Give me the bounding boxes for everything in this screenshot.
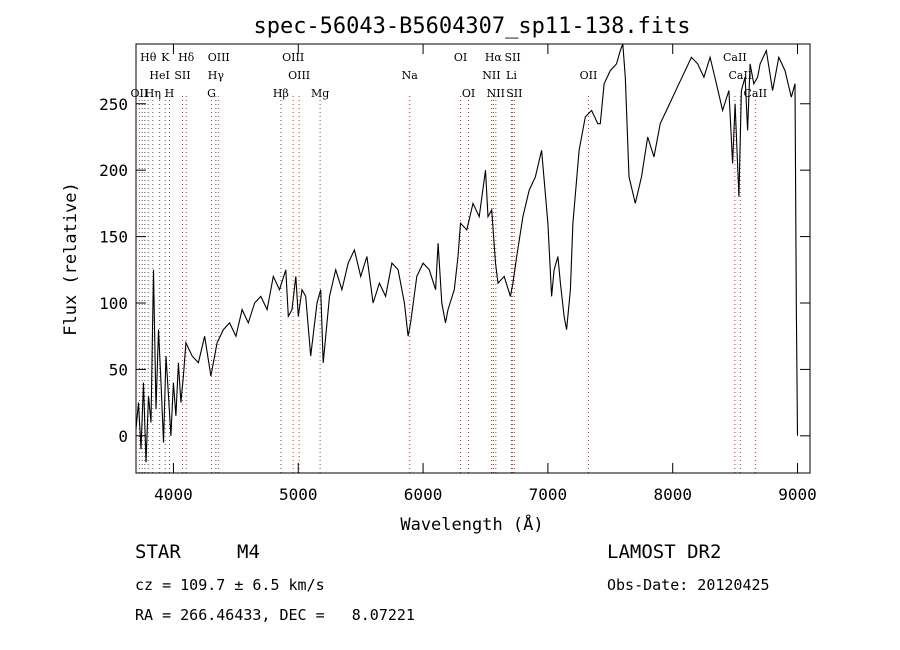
x-axis-label: Wavelength (Å) <box>400 513 543 535</box>
y-axis-label: Flux (relative) <box>61 182 81 336</box>
line-label-11: Hγ <box>208 69 225 82</box>
emission-line-markers <box>138 96 756 473</box>
line-label-14: NII <box>482 69 500 82</box>
x-tick-label-2: 6000 <box>404 485 443 504</box>
y-tick-label-5: 250 <box>99 95 128 114</box>
line-label-3: OIII <box>208 51 230 64</box>
x-axis-ticks: 4000 5000 6000 7000 8000 9000 <box>154 44 817 504</box>
line-label-2: Hδ <box>178 51 195 64</box>
y-axis-ticks: 0 50 100 150 200 250 <box>99 95 810 446</box>
line-label-24: OI <box>462 87 475 100</box>
line-label-27: CaII <box>743 87 767 100</box>
line-label-16: OII <box>580 69 598 82</box>
line-label-10: SII <box>174 69 190 82</box>
line-label-1: K <box>161 51 170 64</box>
line-label-26: SII <box>506 87 522 100</box>
line-label-6: Hα <box>485 51 503 64</box>
redshift-cz: cz = 109.7 ± 6.5 km/s <box>135 576 325 594</box>
y-tick-label-2: 100 <box>99 294 128 313</box>
spectrum-series-line <box>135 43 799 463</box>
object-class: STAR <box>135 541 181 563</box>
line-label-23: Mg <box>311 87 329 100</box>
coordinates: RA = 266.46433, DEC = 8.07221 <box>135 606 415 624</box>
line-label-13: Na <box>402 69 419 82</box>
object-subclass: M4 <box>237 541 260 563</box>
line-label-21: G <box>207 87 216 100</box>
x-tick-label-3: 7000 <box>529 485 568 504</box>
line-label-5: OI <box>454 51 467 64</box>
line-label-20: H <box>165 87 175 100</box>
chart-title: spec-56043-B5604307_sp11-138.fits <box>253 14 690 39</box>
line-label-4: OIII <box>282 51 304 64</box>
obs-date: Obs-Date: 20120425 <box>607 576 770 594</box>
y-tick-label-3: 150 <box>99 228 128 247</box>
line-label-9: HeI <box>149 69 169 82</box>
line-label-0: Hθ <box>140 51 157 64</box>
line-label-15: Li <box>506 69 517 82</box>
line-label-18: OII <box>131 87 149 100</box>
line-label-17: CaII <box>729 69 753 82</box>
line-label-19: Hη <box>145 87 161 100</box>
line-label-7: SII <box>504 51 520 64</box>
x-tick-label-4: 8000 <box>653 485 692 504</box>
y-tick-label-4: 200 <box>99 161 128 180</box>
survey-name: LAMOST DR2 <box>607 541 722 563</box>
x-tick-label-5: 9000 <box>778 485 817 504</box>
line-label-22: Hβ <box>273 87 289 100</box>
x-tick-label-0: 4000 <box>154 485 193 504</box>
y-tick-label-0: 0 <box>118 427 128 446</box>
x-tick-label-1: 5000 <box>279 485 318 504</box>
line-label-12: OIII <box>288 69 310 82</box>
line-label-25: NII <box>487 87 505 100</box>
line-label-8: CaII <box>723 51 747 64</box>
plot-frame <box>135 43 811 474</box>
y-tick-label-1: 50 <box>109 360 128 379</box>
